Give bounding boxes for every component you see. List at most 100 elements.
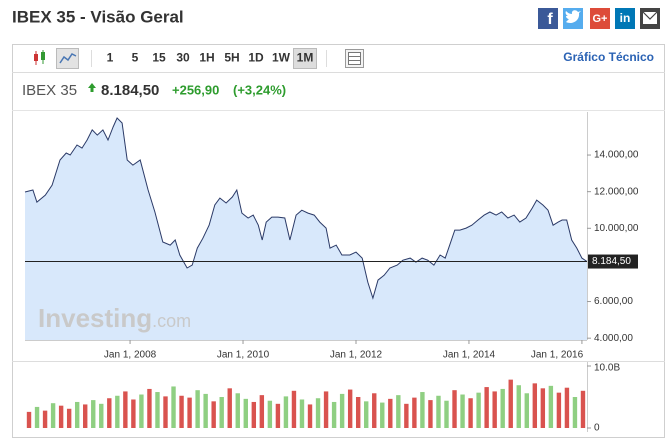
facebook-label: f	[547, 11, 553, 28]
volume-bar	[74, 401, 80, 428]
quote-name: IBEX 35	[22, 82, 77, 99]
volume-bar	[412, 397, 417, 428]
interval-button[interactable]: 30	[176, 51, 190, 65]
linkedin-label: in	[620, 11, 631, 25]
volume-bar	[331, 401, 337, 428]
volume-bar	[26, 411, 32, 428]
x-tick-label: Jan 1, 2012	[330, 350, 383, 361]
volume-bar	[123, 391, 128, 428]
volume-bar	[380, 402, 385, 428]
x-tick-label: Jan 1, 2010	[217, 350, 270, 361]
volume-bar	[131, 399, 136, 428]
volume-bar	[556, 392, 562, 428]
technical-chart-link[interactable]: Gráfico Técnico	[563, 50, 654, 64]
mail-flap	[642, 11, 658, 20]
volume-bar	[420, 392, 425, 428]
share-mail[interactable]	[640, 8, 660, 29]
interval-button[interactable]: 1D	[248, 51, 264, 65]
volume-bar	[66, 408, 72, 428]
volume-bar	[163, 396, 168, 428]
google-label: G+	[593, 13, 608, 25]
share-google[interactable]: G+	[590, 8, 610, 29]
price-area	[25, 118, 587, 340]
line-chart-button[interactable]	[56, 48, 79, 69]
volume-bar	[50, 403, 56, 428]
candlestick-button[interactable]	[34, 50, 45, 65]
volume-bar	[219, 397, 224, 428]
quote-change: +256,90	[172, 82, 219, 97]
volume-bar	[115, 395, 120, 428]
volume-bar	[532, 383, 538, 428]
table-button[interactable]	[345, 49, 364, 68]
watermark-suffix: .com	[152, 311, 191, 331]
candle-body	[34, 54, 38, 61]
volume-bar	[34, 406, 40, 428]
volume-bar	[99, 403, 104, 428]
volume-bar	[291, 390, 297, 428]
up-arrow	[88, 83, 96, 92]
volume-bar	[428, 400, 433, 428]
y-tick-label: 14.000,00	[594, 150, 639, 161]
volume-bar	[388, 398, 393, 428]
volume-bar	[323, 391, 329, 428]
volume-bar	[572, 397, 578, 428]
line-icon	[59, 53, 77, 64]
volume-bar	[548, 385, 554, 428]
last-price-box	[588, 254, 638, 269]
volume-bar	[372, 393, 377, 428]
volume-bar	[243, 398, 248, 428]
interval-button[interactable]: 5H	[224, 51, 239, 65]
facebook-bg	[538, 8, 558, 29]
volume-bar	[492, 391, 497, 428]
volume-bar	[500, 388, 505, 428]
volume-bar	[91, 400, 96, 428]
share-linkedin[interactable]: in	[615, 8, 635, 29]
quote-change-percent: (+3,24%)	[233, 82, 286, 97]
volume-bar	[484, 387, 489, 428]
volume-bar	[476, 392, 481, 428]
interval-button[interactable]: 1H	[199, 51, 214, 65]
volume-bar	[187, 397, 192, 428]
volume-bar	[251, 401, 257, 428]
volume-bar	[540, 388, 546, 428]
interval-button[interactable]: 5	[132, 51, 139, 65]
interval-button[interactable]: 1W	[272, 51, 291, 65]
volume-bar	[307, 404, 313, 428]
volume-bar	[436, 395, 441, 428]
volume-bar	[524, 393, 529, 428]
volume-bar	[235, 393, 240, 428]
interval-button[interactable]: 1M	[297, 51, 314, 65]
volume-bar	[203, 393, 208, 428]
volume-bar	[315, 398, 321, 428]
x-tick-label: Jan 1, 2016	[531, 350, 584, 361]
volume-bar	[275, 403, 281, 428]
volume-bar	[516, 385, 521, 428]
volume-bar	[396, 395, 401, 428]
quote-price: 8.184,50	[101, 82, 159, 99]
interval-button[interactable]: 1	[107, 51, 114, 65]
share-twitter[interactable]	[563, 8, 583, 29]
volume-bar	[259, 395, 265, 428]
x-tick-label: Jan 1, 2014	[443, 350, 496, 361]
volume-bar	[355, 397, 361, 428]
volume-bar	[460, 394, 465, 428]
volume-bar	[83, 404, 88, 428]
page-title: IBEX 35 - Visão Geral	[12, 7, 184, 26]
volume-bar	[339, 393, 345, 428]
volume-bar	[147, 388, 152, 428]
volume-bar	[468, 398, 473, 428]
volume-bar	[508, 379, 513, 428]
y-tick-label: 4.000,00	[594, 333, 633, 344]
volume-bar	[107, 398, 112, 428]
interval-button[interactable]: 15	[152, 51, 166, 65]
share-facebook[interactable]: f	[538, 8, 558, 29]
x-tick-label: Jan 1, 2008	[104, 350, 157, 361]
volume-bar	[171, 386, 176, 428]
volume-bar	[42, 410, 48, 428]
volume-bar	[564, 387, 570, 428]
y-tick-label: 0	[594, 423, 600, 434]
volume-bar	[195, 390, 200, 428]
linkedin-bg	[615, 8, 635, 29]
